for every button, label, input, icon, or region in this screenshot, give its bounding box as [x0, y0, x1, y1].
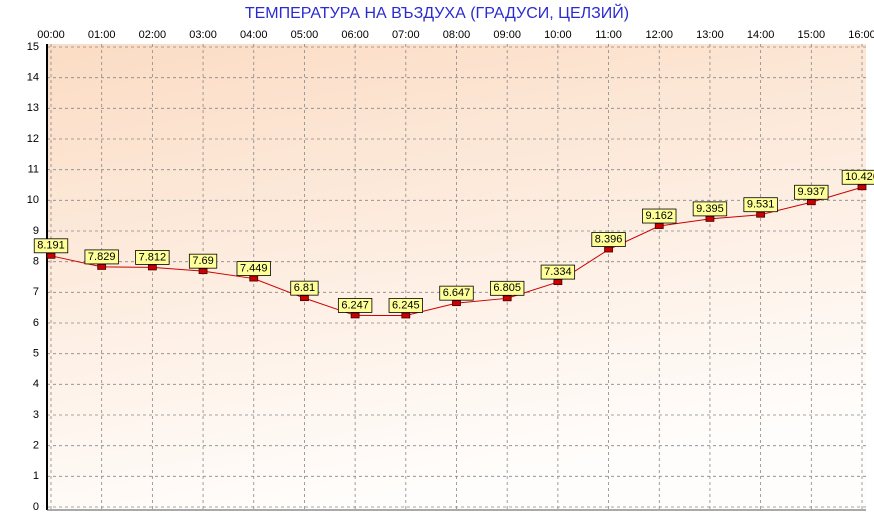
y-tick-label: 13 [27, 102, 39, 114]
x-tick-label: 06:00 [341, 29, 369, 41]
point-marker [502, 295, 512, 302]
x-tick-label: 12:00 [645, 29, 673, 41]
y-tick-label: 1 [33, 470, 39, 482]
data-label: 7.829 [88, 251, 116, 263]
data-label: 6.805 [493, 282, 521, 294]
point-marker [806, 199, 816, 206]
point-marker [198, 268, 208, 275]
data-label: 9.937 [798, 186, 826, 198]
data-label-box [188, 253, 218, 269]
data-label-box [439, 285, 474, 301]
data-label: 7.449 [240, 262, 268, 274]
y-tick-label: 6 [33, 317, 39, 329]
x-tick-label: 08:00 [443, 29, 471, 41]
data-label: 8.396 [595, 233, 623, 245]
x-tick-label: 15:00 [798, 29, 826, 41]
y-tick-label: 10 [27, 194, 39, 206]
point-marker [300, 295, 309, 302]
data-label: 6.247 [341, 299, 369, 311]
point-marker [705, 215, 715, 222]
y-tick-label: 7 [33, 286, 39, 298]
x-tick-label: 07:00 [392, 29, 420, 41]
data-label-box [135, 250, 170, 265]
point-marker [604, 246, 613, 253]
marks: 8.191 7.829 7.812 7.69 7.449 6.81 6.247 6.245 6.… [33, 169, 874, 319]
data-label-box [540, 264, 576, 280]
data-label: 7.334 [544, 266, 572, 278]
data-label: 6.245 [392, 299, 420, 311]
data-label: 9.531 [747, 199, 775, 211]
point-marker [756, 211, 766, 218]
y-tick-label: 8 [33, 256, 39, 268]
x-tick-label: 02:00 [139, 29, 167, 41]
x-tick-label: 04:00 [240, 29, 268, 41]
data-label-box [743, 197, 778, 213]
x-tick-label: 10:00 [544, 29, 572, 41]
x-tick-label: 05:00 [291, 29, 319, 41]
x-tick-label: 01:00 [88, 29, 116, 41]
y-tick-label: 14 [27, 72, 39, 84]
data-label-box [642, 208, 677, 224]
point-marker [350, 312, 360, 319]
point-marker [249, 275, 259, 282]
x-tick-label: 14:00 [747, 29, 775, 41]
point-marker [857, 184, 867, 191]
data-label-box [290, 280, 319, 296]
data-label: 9.395 [696, 203, 724, 215]
x-tick-label: 00:00 [37, 29, 65, 41]
y-tick-label: 11 [28, 164, 39, 176]
data-label-box [84, 249, 119, 265]
data-label-box [794, 184, 829, 200]
data-label: 9.162 [645, 210, 673, 222]
point-marker [147, 264, 157, 271]
data-label-box [236, 261, 271, 276]
data-label: 6.81 [294, 282, 315, 294]
data-label: 10.426 [845, 171, 874, 183]
x-tick-label: 09:00 [493, 29, 521, 41]
y-tick-label: 5 [33, 348, 39, 360]
y-tick-label: 3 [33, 409, 39, 421]
x-tick-label: 16:00 [848, 29, 874, 41]
point-marker [553, 279, 563, 285]
point-marker [46, 252, 56, 259]
y-tick-label: 2 [33, 440, 39, 452]
data-label: 8.191 [37, 240, 65, 252]
data-label-box [692, 201, 728, 217]
x-tick-label: 11:00 [595, 29, 622, 41]
y-tick-label: 4 [33, 378, 39, 390]
point-marker [97, 264, 107, 270]
y-tick-label: 12 [27, 133, 39, 145]
point-marker [401, 312, 411, 319]
chart-title: ТЕМПЕРАТУРА НА ВЪЗДУХА (ГРАДУСИ, ЦЕЛЗИЙ) [245, 3, 629, 22]
point-marker [452, 300, 461, 307]
y-tick-label: 15 [27, 41, 39, 53]
data-label: 7.69 [192, 255, 213, 267]
point-marker [654, 223, 664, 229]
plot-area [47, 44, 866, 510]
data-label-box [490, 280, 525, 296]
data-label-box [591, 232, 626, 247]
data-label-box [388, 298, 423, 313]
data-label-box [33, 238, 69, 254]
x-tick-label: 03:00 [189, 29, 217, 41]
x-tick-label: 13:00 [696, 29, 724, 41]
data-label-box [337, 298, 373, 313]
data-label: 6.647 [443, 287, 471, 299]
y-tick-label: 9 [33, 225, 39, 237]
data-label: 7.812 [139, 251, 167, 263]
data-label-box [841, 169, 874, 185]
y-tick-label: 0 [33, 501, 39, 513]
